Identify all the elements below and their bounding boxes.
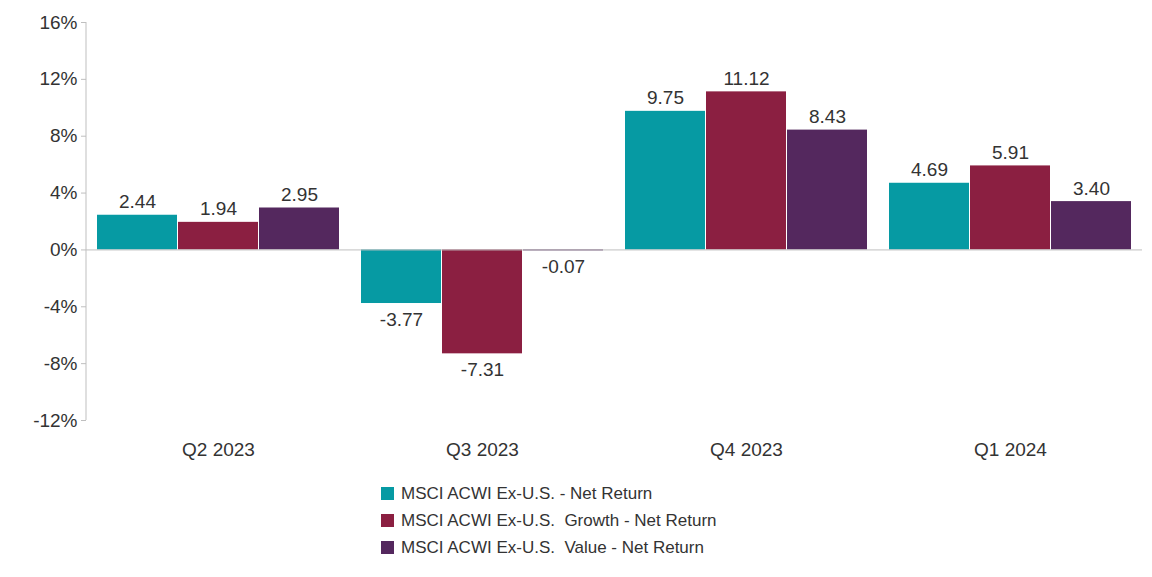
svg-text:-0.07: -0.07	[542, 256, 585, 277]
svg-text:5.91: 5.91	[992, 142, 1029, 163]
svg-text:8.43: 8.43	[809, 106, 846, 127]
svg-text:Q3 2023: Q3 2023	[446, 439, 519, 460]
svg-text:2.95: 2.95	[281, 184, 318, 205]
svg-text:Q2 2023: Q2 2023	[182, 439, 255, 460]
svg-text:1.94: 1.94	[200, 198, 237, 219]
html-text:MSCI ACWI Ex-U.S. - Net Return: MSCI ACWI Ex-U.S. - Net Return	[401, 484, 653, 503]
svg-text:9.75: 9.75	[647, 87, 684, 108]
svg-text:4%: 4%	[50, 182, 78, 203]
svg-text:-8%: -8%	[44, 353, 78, 374]
svg-text:11.12: 11.12	[723, 68, 769, 89]
svg-text:-4%: -4%	[44, 296, 78, 317]
html-text:MSCI ACWI Ex-U.S. Growth - Net: MSCI ACWI Ex-U.S. Growth - Net Return	[401, 511, 717, 530]
svg-text:4.69: 4.69	[911, 159, 948, 180]
svg-text:-12%: -12%	[33, 410, 77, 431]
svg-text:-7.31: -7.31	[461, 359, 504, 380]
svg-text:Q1 2024: Q1 2024	[974, 439, 1047, 460]
svg-text:12%: 12%	[39, 68, 77, 89]
svg-text:0%: 0%	[50, 239, 78, 260]
svg-text:8%: 8%	[50, 125, 78, 146]
svg-text:-3.77: -3.77	[380, 309, 423, 330]
html-text:MSCI ACWI Ex-U.S. Value - Net: MSCI ACWI Ex-U.S. Value - Net Return	[401, 538, 704, 557]
svg-text:3.40: 3.40	[1073, 178, 1110, 199]
svg-text:2.44: 2.44	[119, 191, 156, 212]
svg-text:16%: 16%	[39, 12, 77, 33]
svg-text:Q4 2023: Q4 2023	[710, 439, 783, 460]
